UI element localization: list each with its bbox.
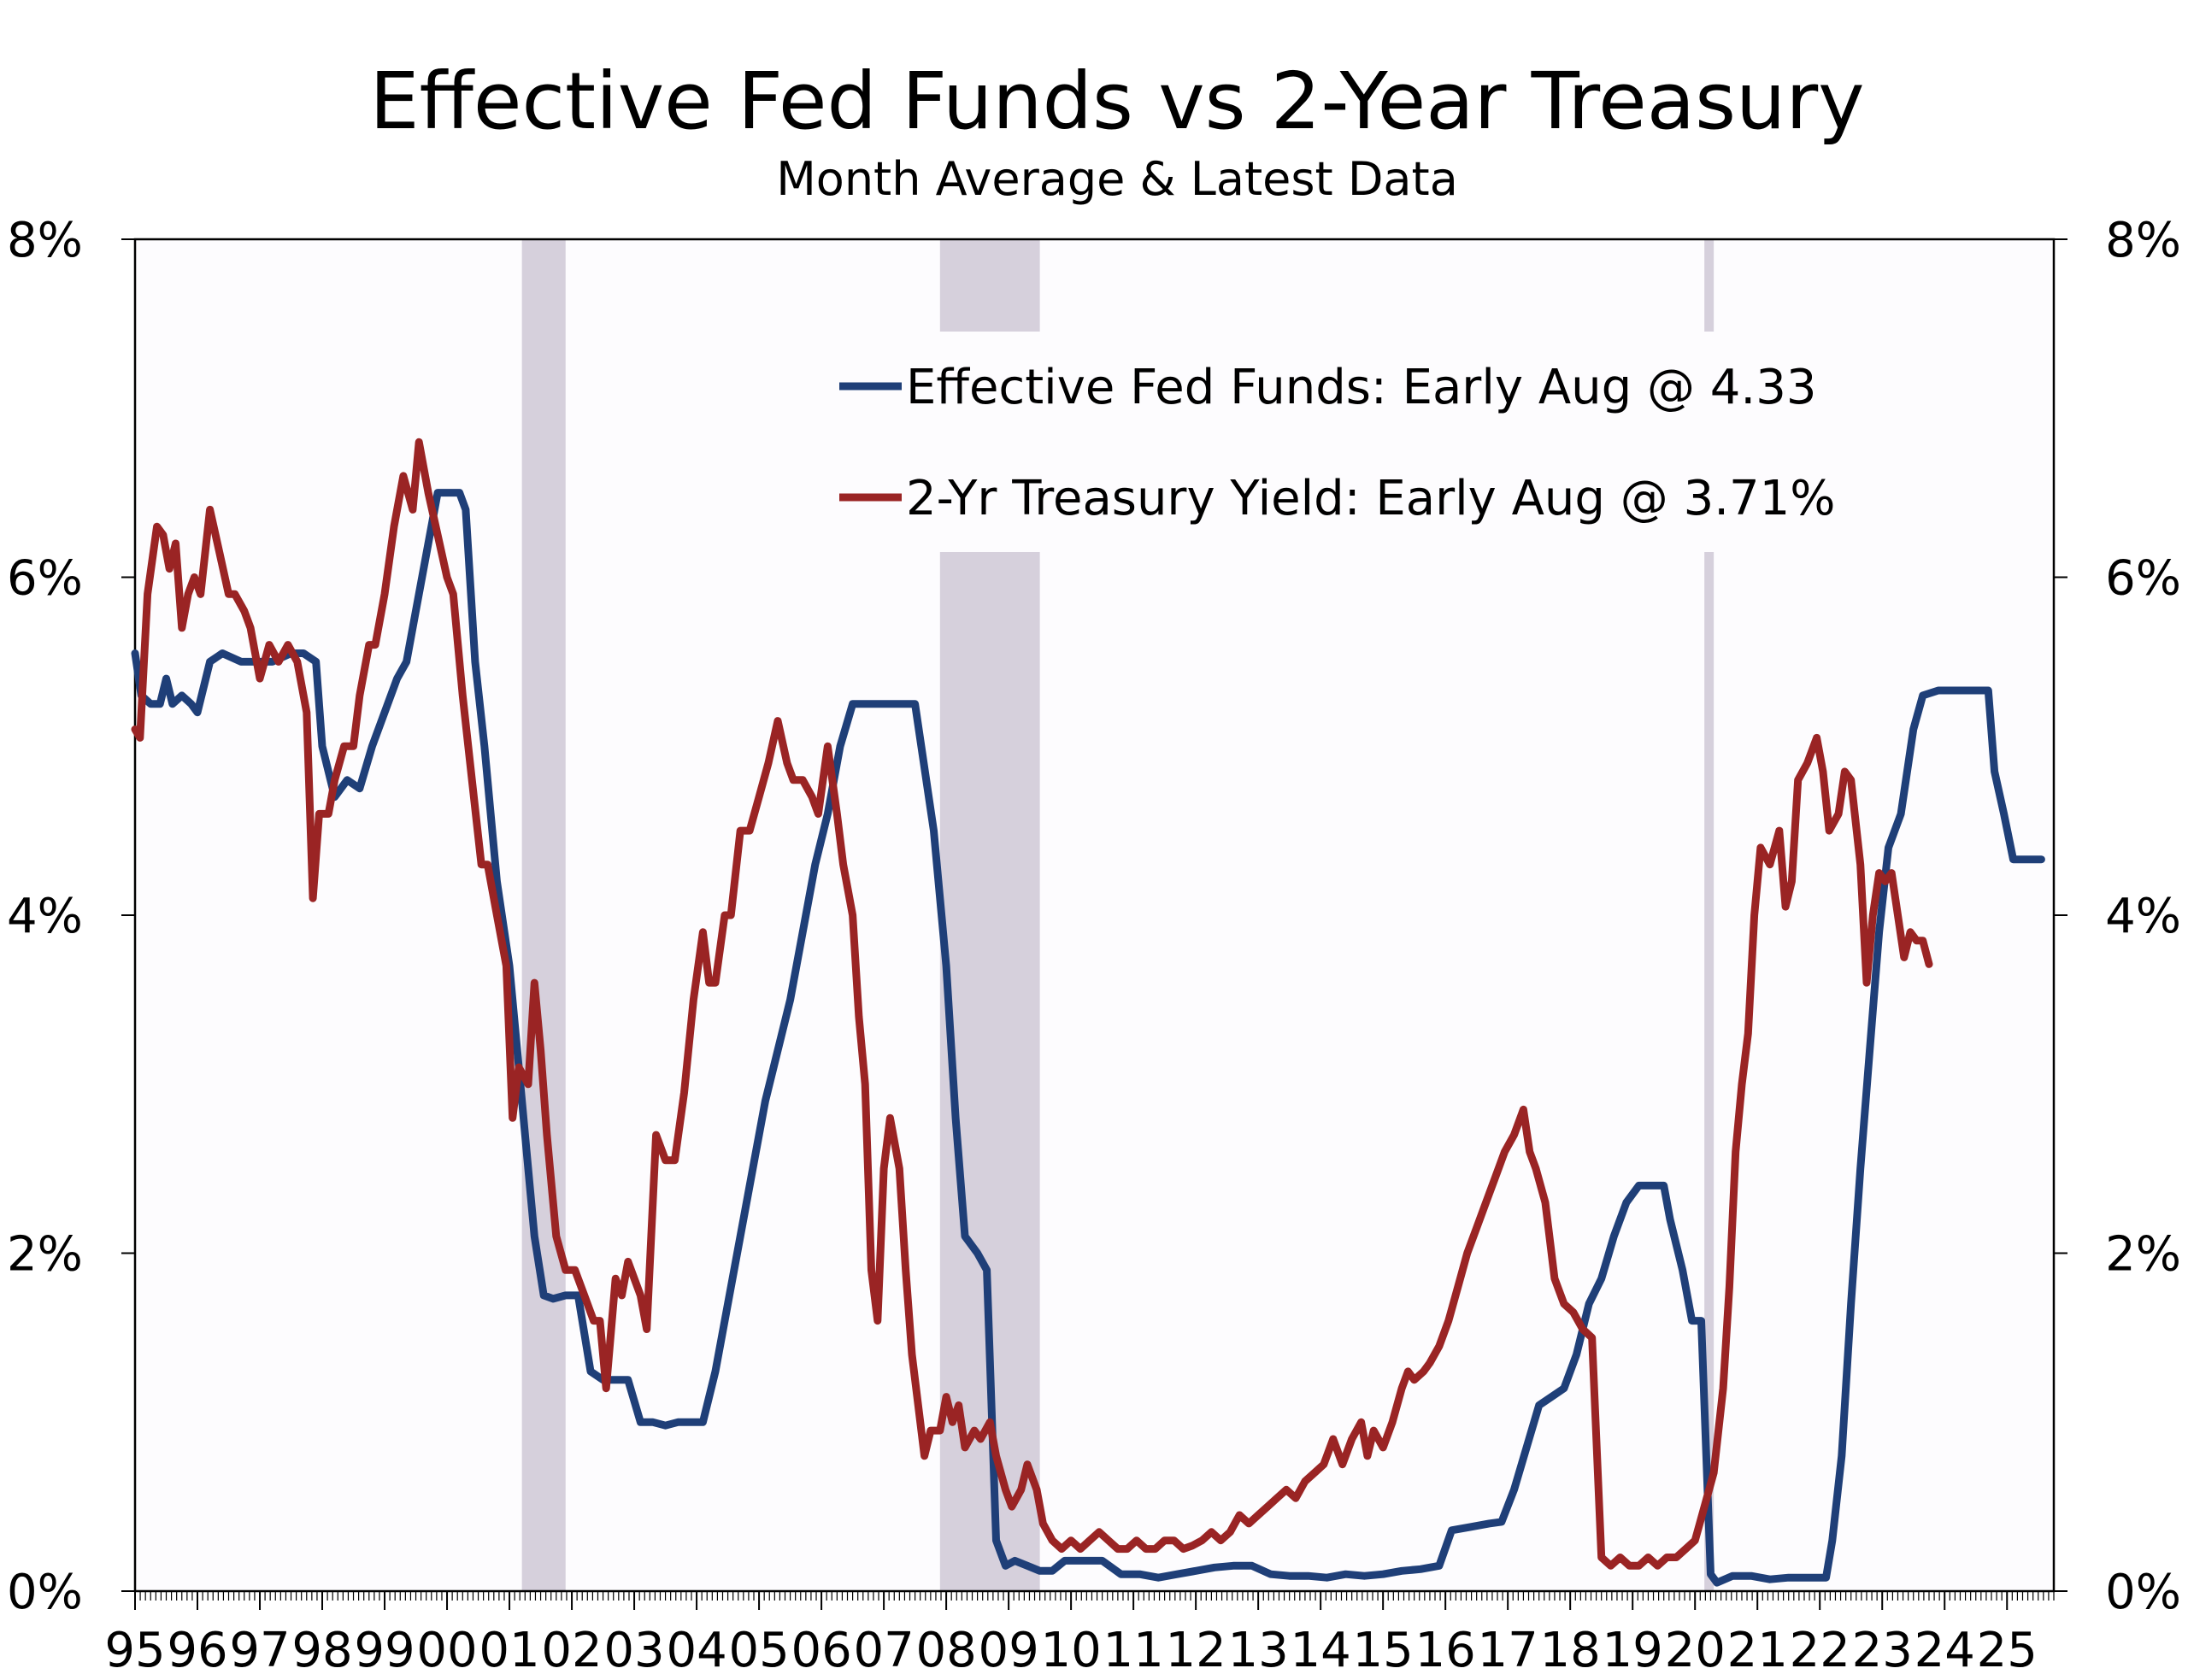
y-tick-label-left: 8% — [7, 213, 83, 268]
x-tick-label: 06 — [791, 1623, 851, 1678]
x-tick-label: 95 — [104, 1623, 165, 1678]
x-tick-label: 08 — [915, 1623, 976, 1678]
y-tick-label-right: 8% — [2105, 213, 2181, 268]
x-tick-label: 16 — [1415, 1623, 1476, 1678]
x-tick-label: 97 — [229, 1623, 290, 1678]
x-tick-label: 04 — [666, 1623, 726, 1678]
recession-band-1 — [939, 239, 1040, 332]
chart-subtitle: Month Average & Latest Data — [776, 152, 1458, 206]
series-line-1 — [131, 438, 1933, 1570]
x-tick-label: 11 — [1103, 1623, 1163, 1678]
x-tick-label: 12 — [1166, 1623, 1226, 1678]
legend-label-0: Effective Fed Funds: Early Aug @ 4.33 — [906, 360, 1816, 415]
x-tick-label: 02 — [541, 1623, 602, 1678]
chart-title: Effective Fed Funds vs 2-Year Treasury — [369, 56, 1864, 147]
x-tick-label: 25 — [1977, 1623, 2038, 1678]
plot-background — [135, 239, 2054, 1591]
recession-band-2-lower — [1704, 552, 1715, 1591]
x-tick-label: 05 — [728, 1623, 789, 1678]
recession-band-0 — [521, 239, 566, 1591]
x-tick-label: 01 — [479, 1623, 539, 1678]
x-tick-label: 17 — [1478, 1623, 1538, 1678]
y-tick-label-right: 0% — [2105, 1565, 2181, 1620]
y-tick-label-right: 2% — [2105, 1227, 2181, 1283]
x-tick-label: 10 — [1040, 1623, 1101, 1678]
x-tick-label: 15 — [1353, 1623, 1414, 1678]
plot-area: 0% 0% 2% 2% 4% 4% 6% 6% 8% 8% 95 96 97 98 99 00 01 02 03 04… — [7, 213, 2181, 1678]
y-tick-label-right: 4% — [2105, 889, 2181, 944]
recession-band-2 — [1704, 239, 1715, 332]
x-tick-label: 96 — [167, 1623, 227, 1678]
y-tick-label-right: 6% — [2105, 551, 2181, 607]
y-tick-label-left: 2% — [7, 1227, 83, 1283]
x-tick-label: 20 — [1665, 1623, 1726, 1678]
y-tick-label-left: 6% — [7, 551, 83, 607]
x-tick-label: 14 — [1291, 1623, 1351, 1678]
x-tick-label: 07 — [853, 1623, 914, 1678]
x-tick-label: 03 — [603, 1623, 664, 1678]
legend-label-1: 2-Yr Treasury Yield: Early Aug @ 3.71% — [906, 471, 1835, 526]
x-tick-label: 99 — [354, 1623, 415, 1678]
x-tick-label: 13 — [1228, 1623, 1289, 1678]
x-tick-label: 22 — [1790, 1623, 1850, 1678]
y-tick-label-left: 4% — [7, 889, 83, 944]
y-tick-label-left: 0% — [7, 1565, 83, 1620]
x-tick-label: 21 — [1727, 1623, 1788, 1678]
x-tick-label: 98 — [291, 1623, 352, 1678]
x-tick-label: 00 — [416, 1623, 477, 1678]
x-tick-label: 24 — [1914, 1623, 1975, 1678]
x-tick-label: 18 — [1540, 1623, 1601, 1678]
x-tick-label: 19 — [1603, 1623, 1663, 1678]
x-tick-label: 23 — [1852, 1623, 1913, 1678]
series-line-0 — [131, 489, 2045, 1587]
x-tick-label: 09 — [978, 1623, 1038, 1678]
